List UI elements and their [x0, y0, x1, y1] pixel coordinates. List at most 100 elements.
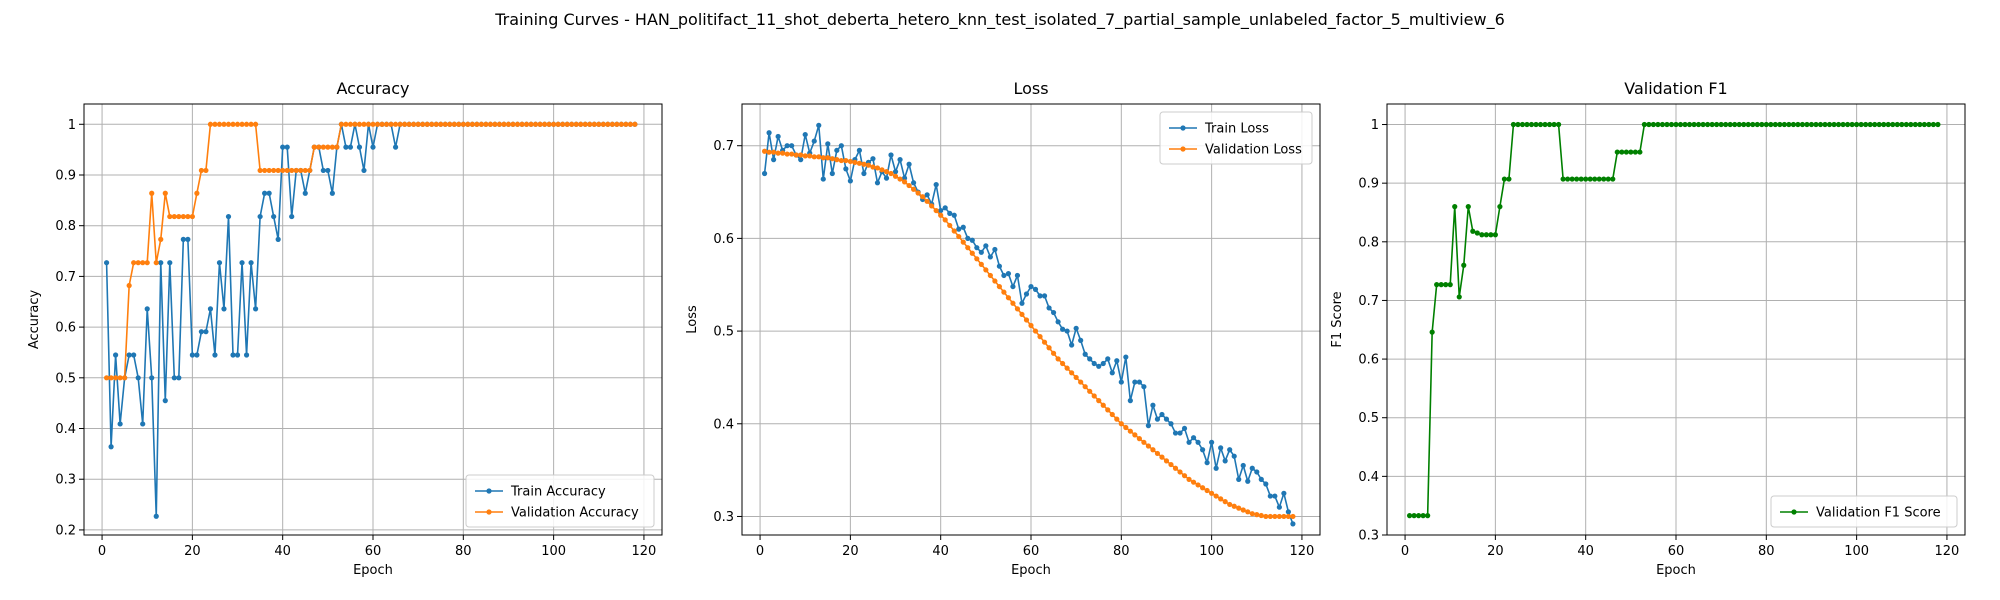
data-point: [1506, 176, 1512, 182]
data-point: [901, 179, 908, 185]
data-point: [1199, 485, 1206, 491]
data-point: [1064, 365, 1070, 371]
data-point: [897, 157, 903, 163]
data-point: [947, 222, 953, 229]
legend-label: Validation Loss: [1205, 143, 1302, 158]
data-point: [252, 306, 259, 312]
y-tick-label: 1: [1371, 118, 1379, 133]
x-tick-label: 80: [1113, 544, 1130, 559]
data-point: [1912, 121, 1918, 128]
data-point: [771, 157, 777, 163]
x-axis-label: Epoch: [1656, 563, 1696, 578]
legend: Validation F1 Score: [1770, 495, 1958, 528]
data-point: [230, 352, 236, 358]
data-point: [347, 144, 354, 150]
data-point: [1240, 462, 1246, 469]
data-point: [1560, 176, 1566, 182]
data-point: [1519, 121, 1526, 128]
data-point: [1578, 176, 1584, 182]
data-point: [1754, 121, 1760, 128]
data-point: [1691, 121, 1697, 128]
data-point: [1641, 121, 1647, 128]
data-point: [117, 421, 123, 427]
data-point: [248, 260, 254, 266]
data-point: [257, 213, 263, 220]
data-point: [1005, 271, 1012, 277]
data-point: [1565, 176, 1571, 182]
data-point: [325, 144, 331, 150]
data-point: [451, 121, 457, 127]
subplot-title: Accuracy: [336, 79, 409, 98]
data-point: [1632, 149, 1638, 155]
data-point: [514, 121, 521, 127]
data-point: [262, 190, 268, 196]
data-point: [1290, 513, 1296, 520]
series-line: [764, 150, 1293, 518]
data-point: [289, 213, 295, 220]
data-point: [144, 306, 150, 312]
data-point: [838, 157, 844, 164]
data-point: [275, 167, 281, 174]
data-point: [906, 161, 912, 167]
data-point: [861, 170, 867, 177]
data-point: [329, 144, 335, 150]
data-point: [892, 173, 899, 179]
data-point: [1533, 121, 1539, 128]
x-tick-label: 20: [842, 544, 859, 559]
data-point: [252, 121, 259, 127]
data-point: [798, 157, 804, 163]
data-point: [284, 144, 290, 150]
data-point: [316, 144, 322, 150]
data-point: [469, 121, 475, 127]
series-line: [763, 124, 1294, 525]
data-point: [865, 162, 872, 168]
y-tick-label: 0.6: [713, 232, 734, 247]
y-tick-label: 0.2: [55, 523, 76, 538]
data-point: [856, 147, 863, 153]
data-point: [1186, 439, 1192, 445]
data-point: [1231, 503, 1237, 509]
data-point: [798, 152, 804, 158]
data-point: [942, 205, 948, 211]
data-point: [933, 207, 939, 214]
data-point: [591, 121, 597, 127]
data-point: [370, 144, 376, 150]
data-point: [1872, 121, 1878, 128]
data-point: [843, 166, 849, 172]
data-point: [1750, 121, 1756, 128]
data-point: [1136, 379, 1142, 385]
data-point: [582, 121, 588, 127]
data-point: [194, 190, 200, 196]
data-point: [465, 121, 471, 127]
data-point: [1163, 458, 1170, 464]
axes-frame: [1386, 103, 1966, 536]
data-point: [1069, 370, 1075, 376]
data-point: [1718, 121, 1724, 128]
data-point: [1199, 447, 1206, 453]
data-point: [1863, 121, 1869, 128]
data-point: [1154, 416, 1161, 422]
data-point: [343, 121, 349, 127]
y-tick-label: 0.5: [1358, 411, 1379, 426]
data-point: [537, 121, 543, 127]
data-point: [1276, 513, 1282, 520]
y-tick-label: 0.4: [55, 422, 76, 437]
data-point: [370, 121, 376, 127]
data-point: [1091, 393, 1097, 399]
data-point: [1249, 465, 1255, 471]
data-point: [1831, 121, 1837, 128]
y-tick-label: 1: [68, 118, 76, 133]
data-point: [1605, 176, 1611, 182]
data-point: [1118, 379, 1124, 385]
x-tick-label: 100: [1199, 544, 1224, 559]
data-point: [225, 121, 232, 127]
x-tick-label: 120: [632, 544, 657, 559]
data-point: [460, 121, 466, 127]
data-point: [1010, 283, 1016, 290]
data-point: [1105, 407, 1111, 413]
data-point: [1014, 272, 1021, 279]
data-point: [176, 213, 182, 220]
data-point: [1650, 121, 1657, 128]
data-point: [1470, 228, 1476, 234]
data-point: [243, 352, 250, 358]
